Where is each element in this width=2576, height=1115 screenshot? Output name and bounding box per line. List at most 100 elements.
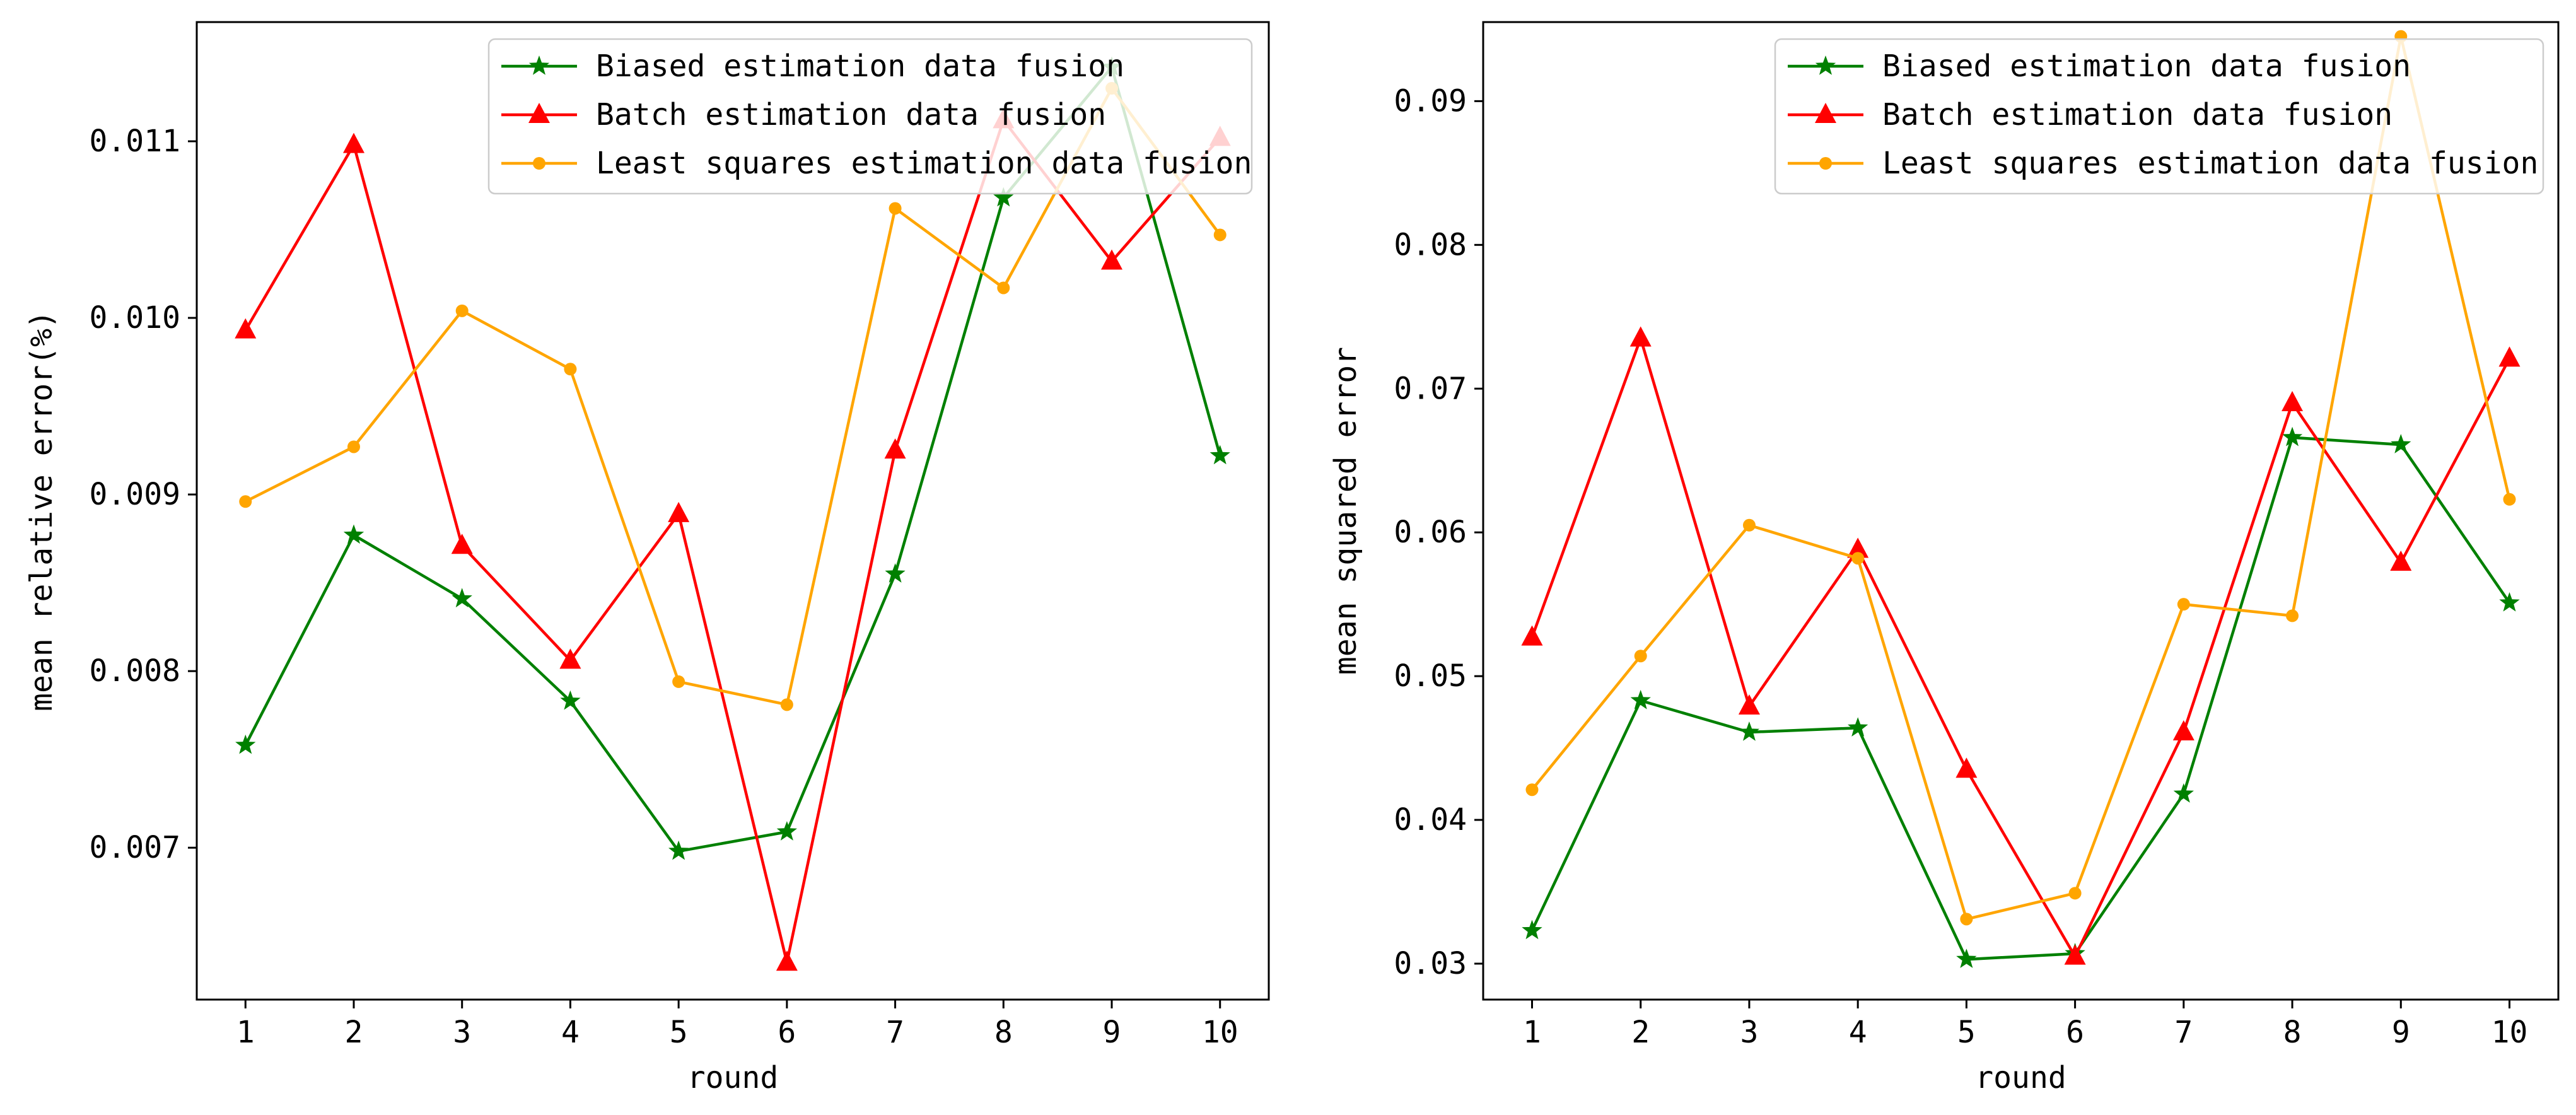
series-2-point [668, 501, 690, 522]
legend-marker-1 [1815, 55, 1836, 75]
x-tick-label: 10 [1202, 1015, 1238, 1050]
x-tick-label: 5 [670, 1015, 688, 1050]
series-3-point [1742, 518, 1756, 532]
left-chart-mean-relative-error: 1 2 3 4 5 6 7 8 9 10 0.007 0.008 0.009 0.010 0.011 roun… [24, 21, 1270, 1095]
series-3-point [564, 363, 577, 376]
series-1-point [885, 563, 906, 583]
plot-frame [1482, 21, 2560, 1001]
series-2-point [451, 534, 473, 554]
legend-label-3: Least squares estimation data fusion [1882, 146, 2538, 181]
y-tick-label: 0.009 [90, 477, 181, 512]
series-2-point [884, 438, 906, 459]
series-3-point [1851, 552, 1865, 565]
series-2-point [1955, 757, 1978, 778]
x-tick-label: 7 [886, 1015, 904, 1050]
series-2-point [1629, 326, 1652, 347]
series-1-point [1848, 717, 1868, 737]
series-1-point [452, 588, 472, 608]
series-1-point [1956, 949, 1977, 968]
series-1-point [1209, 445, 1230, 465]
series-line-2 [1530, 337, 2511, 958]
x-tick-label: 7 [2174, 1015, 2193, 1050]
series-1-point [2391, 434, 2411, 453]
series-2-point [2498, 346, 2521, 367]
x-axis-label: round [687, 1060, 779, 1095]
series-2-point [2172, 720, 2194, 741]
legend-box [1774, 38, 2544, 195]
x-tick-label: 6 [778, 1015, 796, 1050]
y-tick-label: 0.09 [1394, 83, 1467, 119]
series-3-point [347, 440, 360, 453]
series-3-point [1525, 783, 1539, 797]
y-axis-label: mean squared error [1328, 347, 1363, 675]
series-2-point [1847, 537, 1869, 558]
x-tick-label: 1 [236, 1015, 255, 1050]
legend-marker-3 [1819, 157, 1832, 170]
x-tick-label: 9 [1103, 1015, 1121, 1050]
series-3-point [2286, 609, 2299, 622]
x-tick-label: 8 [2283, 1015, 2302, 1050]
series-1-point [993, 187, 1014, 207]
series-3-point [1634, 650, 1647, 663]
y-tick-label: 0.05 [1394, 658, 1467, 694]
x-tick-label: 4 [561, 1015, 580, 1050]
series-line-2 [244, 119, 1221, 964]
series-line-1 [1530, 436, 2511, 961]
series-3-point [780, 698, 793, 711]
x-tick-label: 10 [2491, 1015, 2528, 1050]
series-2-point [235, 318, 257, 339]
x-tick-label: 5 [1957, 1015, 1976, 1050]
x-tick-label: 6 [2066, 1015, 2084, 1050]
legend-marker-1 [528, 55, 550, 75]
x-tick-label: 3 [1740, 1015, 1758, 1050]
legend-label-3: Least squares estimation data fusion [596, 146, 1252, 181]
series-2-point [2064, 944, 2086, 965]
series-2-point [2390, 551, 2412, 571]
y-tick-label: 0.03 [1394, 946, 1467, 981]
series-1-point [1522, 919, 1542, 940]
series-3-point [455, 304, 469, 317]
legend-label-2: Batch estimation data fusion [1882, 97, 2392, 132]
series-3-point [1960, 913, 1973, 926]
y-axis-label: mean relative error(%) [24, 310, 59, 711]
y-tick-label: 0.06 [1394, 515, 1467, 550]
legend-label-2: Batch estimation data fusion [596, 97, 1106, 132]
series-1-point [2282, 426, 2303, 447]
x-tick-label: 9 [2392, 1015, 2410, 1050]
series-3-point [2177, 598, 2190, 611]
legend-label-1: Biased estimation data fusion [1882, 49, 2411, 84]
series-3-point [1213, 228, 1227, 242]
series-1-point [1739, 721, 1760, 741]
series-3-point [997, 281, 1010, 295]
series-1-point [2173, 783, 2194, 803]
series-3-point [239, 495, 252, 508]
series-2-point [2282, 391, 2304, 412]
legend-box [487, 38, 1253, 195]
legend-marker-2 [528, 103, 550, 123]
series-1-point [560, 690, 581, 710]
y-tick-label: 0.07 [1394, 371, 1467, 406]
series-1-point [776, 821, 797, 841]
series-1-point [1630, 689, 1651, 709]
y-tick-label: 0.010 [90, 300, 181, 336]
series-1-point [2499, 592, 2520, 612]
series-1-point [235, 734, 256, 754]
series-line-3 [1530, 35, 2511, 921]
series-1-point [668, 840, 689, 860]
x-tick-label: 8 [994, 1015, 1013, 1050]
x-tick-label: 3 [453, 1015, 471, 1050]
series-2-point [1521, 625, 1543, 646]
legend-marker-2 [1815, 103, 1836, 123]
series-3-point [672, 675, 685, 688]
series-3-point [2068, 887, 2082, 900]
x-tick-label: 2 [1631, 1015, 1650, 1050]
x-tick-label: 2 [345, 1015, 363, 1050]
series-2-point [342, 132, 364, 153]
y-tick-label: 0.08 [1394, 227, 1467, 262]
x-tick-label: 4 [1849, 1015, 1867, 1050]
series-2-point [1738, 694, 1760, 715]
series-3-point [2503, 493, 2516, 506]
y-tick-label: 0.011 [90, 124, 181, 159]
legend-label-1: Biased estimation data fusion [596, 49, 1124, 84]
